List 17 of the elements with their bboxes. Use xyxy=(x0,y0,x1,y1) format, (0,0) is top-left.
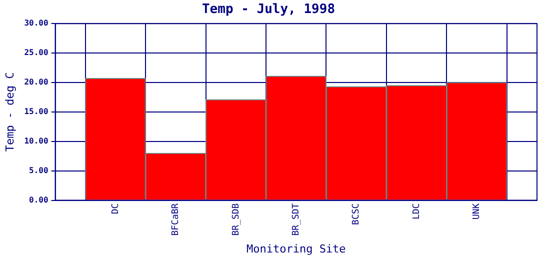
x-tick-label: BFCaBR xyxy=(171,202,182,236)
y-tick-label: 15.00 xyxy=(24,107,48,116)
y-tick-label: 5.00 xyxy=(29,166,48,175)
x-tick-label: UNK xyxy=(472,202,482,220)
y-axis-title: Temp - deg C xyxy=(3,72,16,152)
x-axis-title: Monitoring Site xyxy=(246,242,346,256)
y-tick-label: 30.00 xyxy=(24,18,48,28)
y-tick-label: 20.00 xyxy=(24,78,48,87)
chart-title: Temp - July, 1998 xyxy=(202,2,336,18)
x-tick-label: BCSC xyxy=(352,203,362,225)
x-tick-label: DC xyxy=(110,203,121,214)
y-tick-label: 25.00 xyxy=(24,48,48,58)
x-tick-label: BR_SDT xyxy=(291,202,302,236)
x-tick-label: LDC xyxy=(412,203,422,220)
y-tick-label: 10.00 xyxy=(24,136,48,146)
x-tick-label: BR_SDB xyxy=(231,203,242,236)
y-tick-label: 0.00 xyxy=(29,195,48,204)
